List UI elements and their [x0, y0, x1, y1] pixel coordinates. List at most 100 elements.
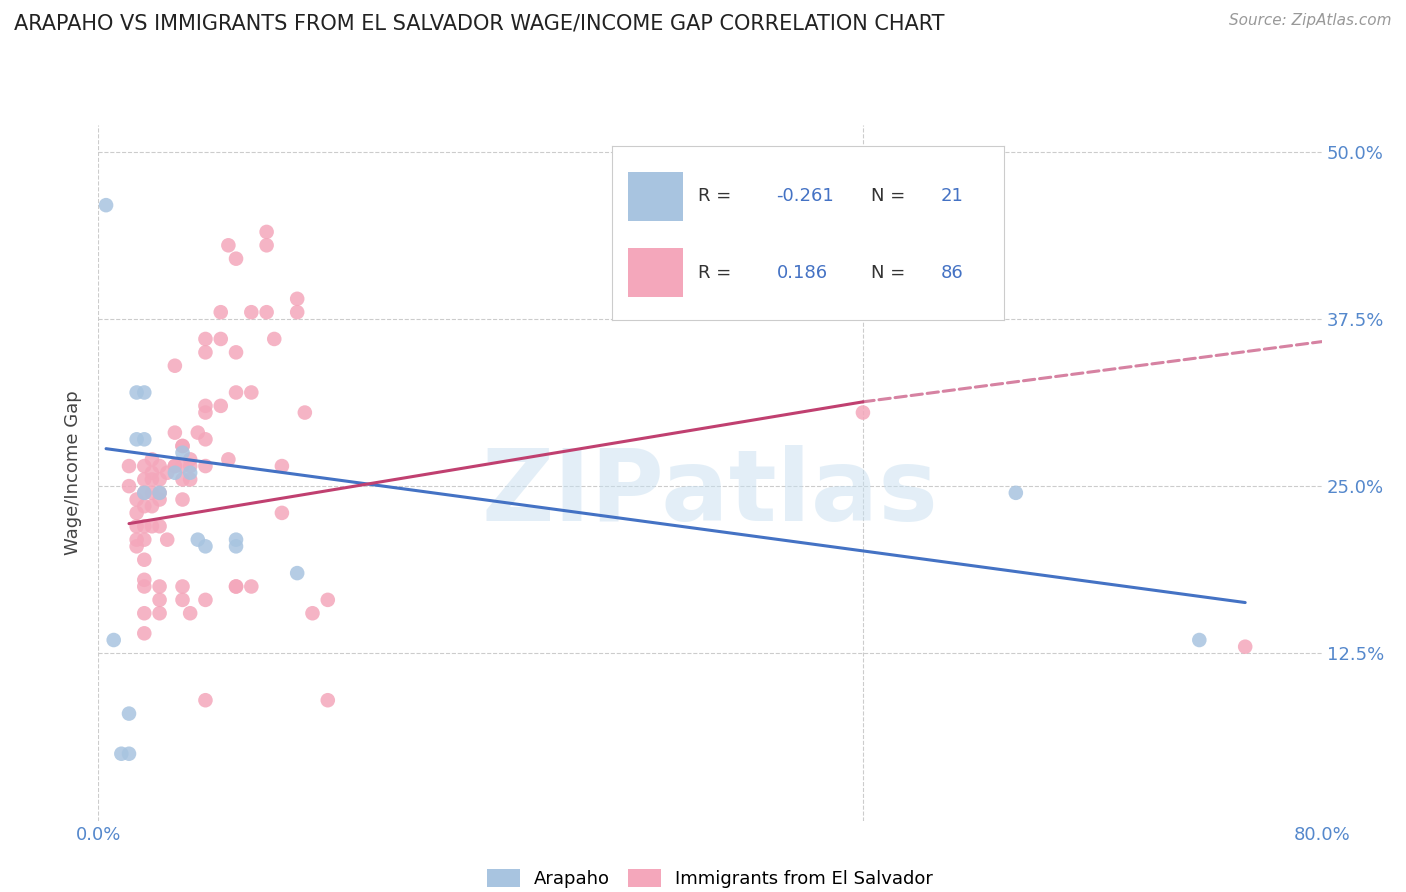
- Point: [240, 580, 263, 594]
- Point: [149, 459, 172, 474]
- Point: [209, 399, 232, 413]
- Y-axis label: Wage/Income Gap: Wage/Income Gap: [65, 391, 83, 555]
- Point: [141, 500, 163, 514]
- Point: [301, 607, 323, 621]
- Point: [125, 519, 148, 533]
- Point: [316, 693, 339, 707]
- Point: [187, 425, 209, 440]
- Point: [194, 433, 217, 447]
- Point: [149, 607, 172, 621]
- Point: [217, 452, 239, 467]
- Point: [172, 446, 194, 460]
- Point: [179, 452, 201, 467]
- Point: [225, 533, 247, 547]
- Point: [194, 592, 217, 607]
- Point: [118, 459, 141, 474]
- Point: [125, 433, 148, 447]
- Point: [134, 385, 156, 400]
- Point: [172, 459, 194, 474]
- Point: [172, 592, 194, 607]
- Point: [149, 580, 172, 594]
- Point: [149, 485, 172, 500]
- Point: [225, 580, 247, 594]
- Point: [125, 533, 148, 547]
- Point: [110, 747, 132, 761]
- Point: [209, 305, 232, 319]
- Point: [285, 566, 308, 581]
- Point: [134, 533, 156, 547]
- Point: [134, 607, 156, 621]
- Text: ARAPAHO VS IMMIGRANTS FROM EL SALVADOR WAGE/INCOME GAP CORRELATION CHART: ARAPAHO VS IMMIGRANTS FROM EL SALVADOR W…: [14, 13, 945, 33]
- Point: [194, 406, 217, 420]
- Point: [194, 459, 217, 474]
- Point: [103, 633, 125, 648]
- Point: [125, 385, 148, 400]
- Point: [217, 238, 239, 252]
- Point: [172, 473, 194, 487]
- Legend: Arapaho, Immigrants from El Salvador: Arapaho, Immigrants from El Salvador: [486, 869, 934, 888]
- Point: [285, 305, 308, 319]
- Point: [179, 607, 201, 621]
- Point: [1188, 633, 1211, 648]
- Point: [852, 406, 875, 420]
- Point: [134, 433, 156, 447]
- Point: [149, 485, 172, 500]
- Point: [225, 539, 247, 553]
- Point: [194, 693, 217, 707]
- Point: [134, 626, 156, 640]
- Point: [156, 533, 179, 547]
- Point: [270, 506, 292, 520]
- Point: [194, 539, 217, 553]
- Point: [240, 385, 263, 400]
- Point: [134, 573, 156, 587]
- Point: [118, 479, 141, 493]
- Point: [194, 345, 217, 359]
- Point: [134, 473, 156, 487]
- Point: [316, 592, 339, 607]
- Point: [225, 345, 247, 359]
- Point: [134, 552, 156, 567]
- Point: [94, 198, 117, 212]
- Point: [163, 466, 186, 480]
- Point: [194, 332, 217, 346]
- Text: ZIPatlas: ZIPatlas: [482, 445, 938, 542]
- Point: [118, 747, 141, 761]
- Point: [149, 492, 172, 507]
- Point: [141, 519, 163, 533]
- Point: [256, 305, 278, 319]
- Point: [134, 500, 156, 514]
- Point: [125, 539, 148, 553]
- Point: [172, 439, 194, 453]
- Point: [125, 506, 148, 520]
- Point: [156, 466, 179, 480]
- Point: [141, 452, 163, 467]
- Point: [187, 533, 209, 547]
- Point: [172, 439, 194, 453]
- Point: [270, 459, 292, 474]
- Point: [134, 459, 156, 474]
- Point: [225, 252, 247, 266]
- Point: [172, 580, 194, 594]
- Point: [125, 492, 148, 507]
- Point: [163, 459, 186, 474]
- Point: [179, 473, 201, 487]
- Point: [163, 459, 186, 474]
- Point: [163, 359, 186, 373]
- Point: [149, 473, 172, 487]
- Point: [118, 706, 141, 721]
- Point: [209, 332, 232, 346]
- Point: [256, 238, 278, 252]
- Point: [179, 459, 201, 474]
- Point: [263, 332, 285, 346]
- Point: [141, 485, 163, 500]
- Point: [134, 580, 156, 594]
- Point: [134, 519, 156, 533]
- Point: [172, 492, 194, 507]
- Point: [163, 425, 186, 440]
- Point: [225, 580, 247, 594]
- Point: [256, 225, 278, 239]
- Point: [285, 292, 308, 306]
- Point: [149, 592, 172, 607]
- Point: [294, 406, 316, 420]
- Point: [149, 519, 172, 533]
